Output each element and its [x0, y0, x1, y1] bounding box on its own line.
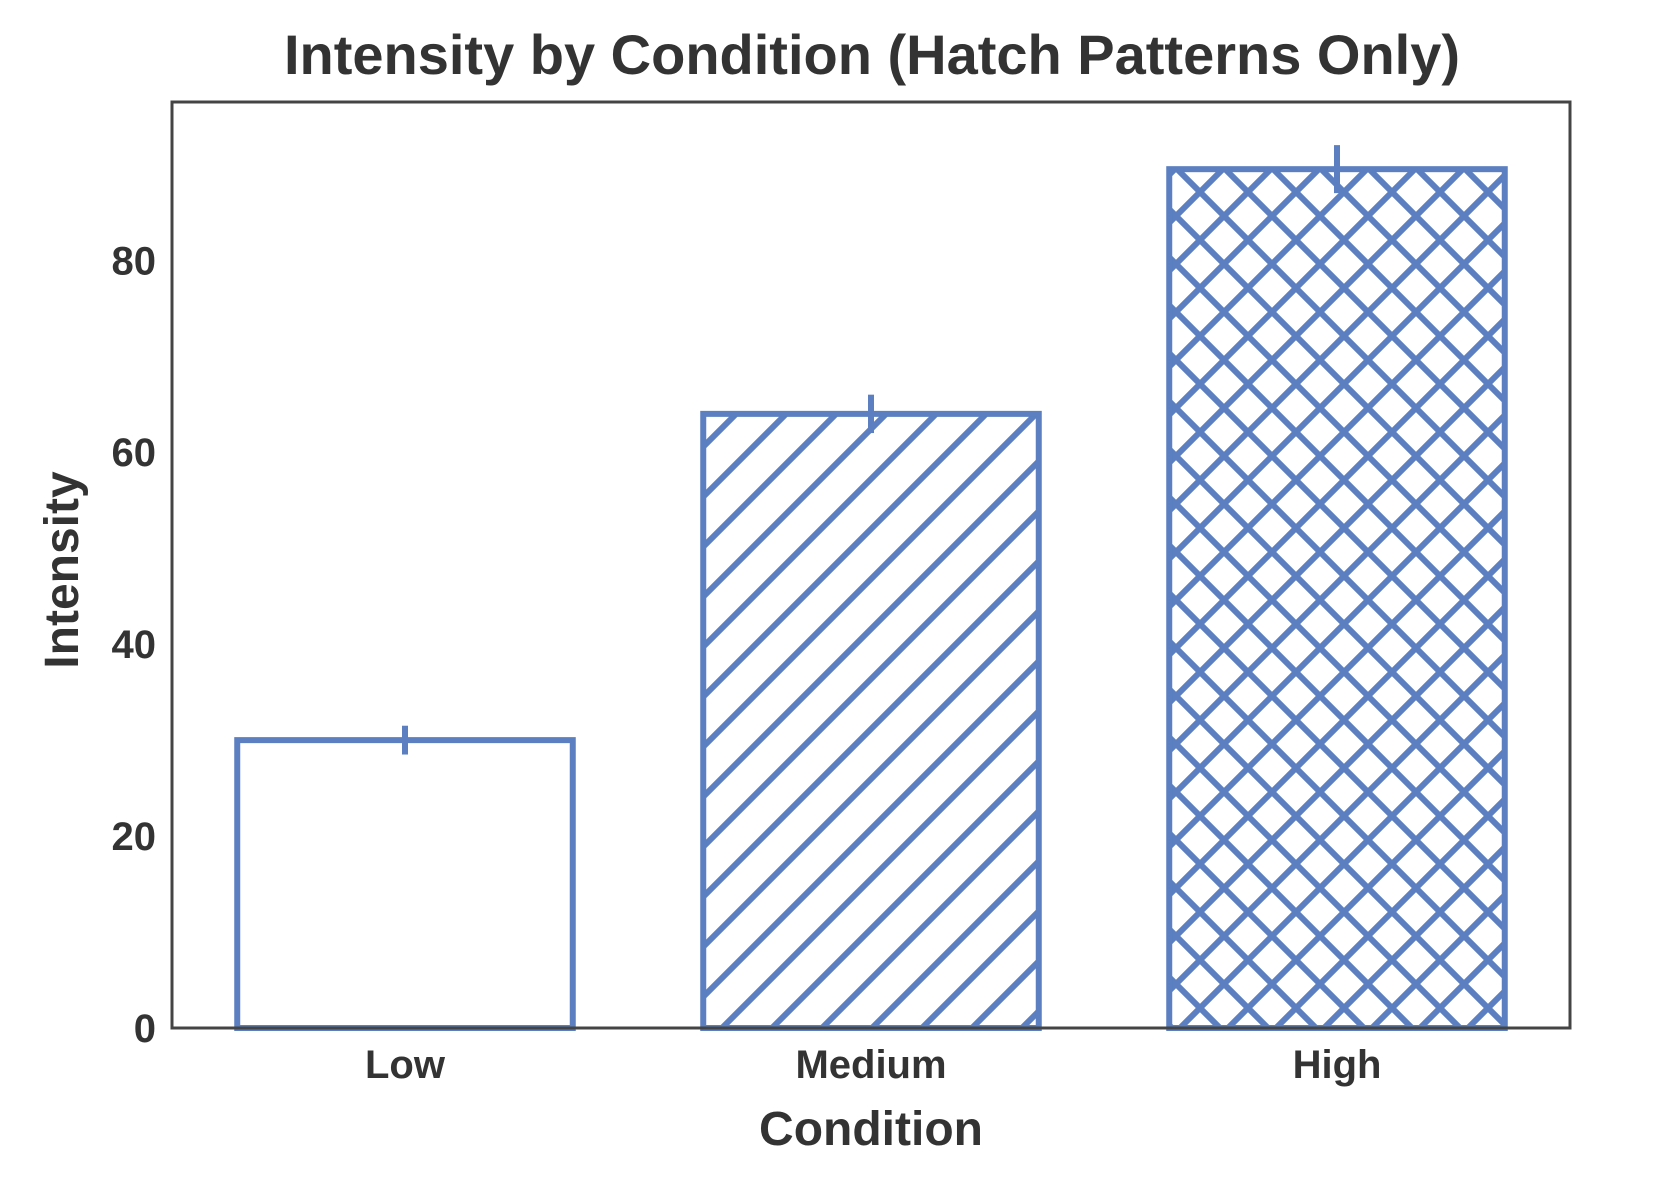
bars-layer [234, 166, 1508, 1032]
y-tick-label: 40 [112, 623, 157, 667]
x-tick-label: High [1293, 1043, 1382, 1087]
y-axis-label: Intensity [36, 471, 89, 669]
y-tick-label: 20 [112, 815, 157, 859]
bar-low [234, 737, 576, 1031]
x-axis-label: Condition [759, 1103, 983, 1156]
x-ticks: Low Medium High [365, 1043, 1381, 1087]
y-tick-label: 60 [112, 431, 157, 475]
bar-medium [700, 410, 1042, 1031]
plot-frame [170, 100, 1572, 1030]
y-tick-label: 0 [134, 1007, 156, 1051]
x-tick-label: Medium [795, 1043, 946, 1087]
y-tick-label: 80 [112, 239, 157, 283]
errorbars-layer [402, 145, 1340, 755]
y-ticks: 0 20 40 60 80 [112, 239, 157, 1051]
chart-title: Intensity by Condition (Hatch Patterns O… [284, 23, 1460, 86]
x-tick-label: Low [365, 1043, 446, 1087]
bar-high [1166, 166, 1508, 1032]
